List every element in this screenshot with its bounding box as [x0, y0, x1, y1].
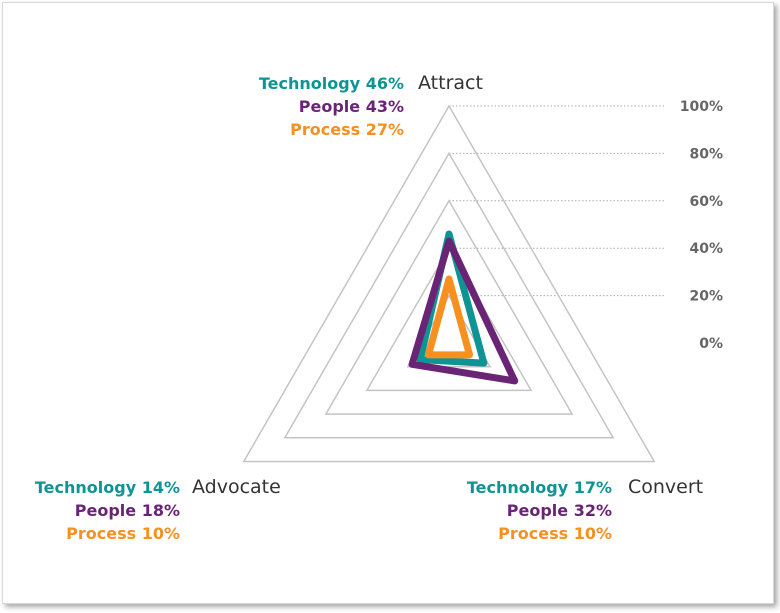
value-label: Process 10%: [498, 524, 612, 543]
tick-label: 80%: [689, 146, 723, 162]
tick-label: 20%: [689, 289, 723, 305]
value-label: People 43%: [299, 97, 404, 116]
tick-label: 60%: [689, 194, 723, 210]
axis-label-convert: Convert: [628, 476, 703, 498]
series-process: [424, 275, 474, 359]
value-label: Process 10%: [66, 524, 180, 543]
axis-label-advocate: Advocate: [192, 476, 281, 498]
tick-label: 40%: [689, 241, 723, 257]
grid-ring: [324, 199, 574, 415]
value-label: Technology 46%: [259, 74, 404, 93]
series-people: [408, 237, 519, 385]
value-label: Technology 17%: [467, 478, 612, 497]
grid-ring: [283, 151, 615, 439]
tick-label: 100%: [680, 99, 723, 115]
tick-label: 0%: [699, 336, 723, 352]
value-label: Technology 14%: [35, 478, 180, 497]
axis-label-attract: Attract: [418, 72, 483, 94]
chart-frame: [2, 2, 774, 604]
value-label: People 32%: [507, 501, 612, 520]
grid-ring: [242, 104, 656, 463]
value-label: Process 27%: [290, 120, 404, 139]
value-label: People 18%: [75, 501, 180, 520]
grid-ring: [365, 246, 533, 392]
